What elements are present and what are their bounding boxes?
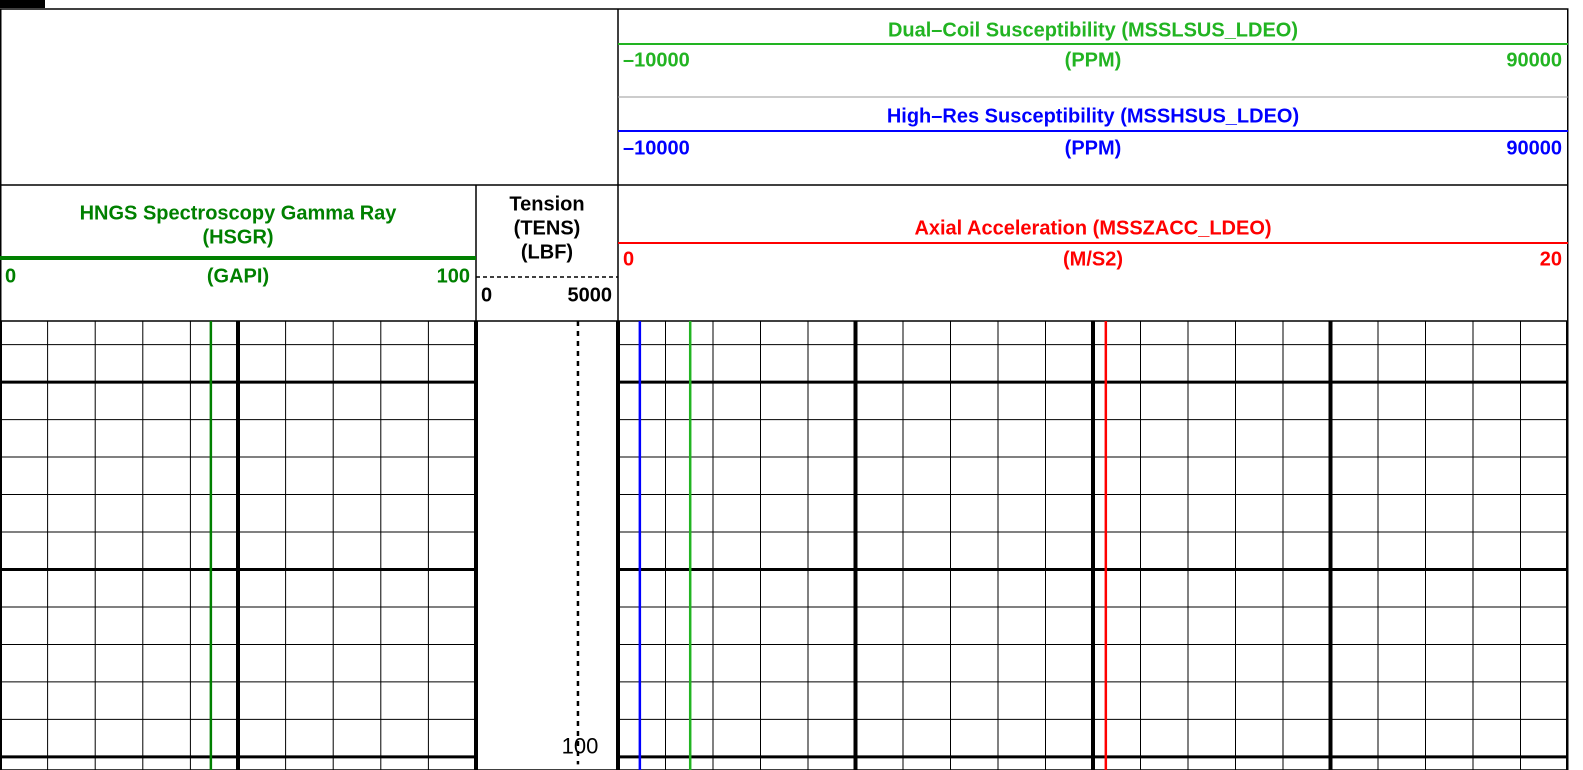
curve-title: High–Res Susceptibility (MSSHSUS_LDEO) xyxy=(887,105,1299,127)
curve-title: Tension xyxy=(509,193,584,215)
scale-max: 100 xyxy=(437,265,470,287)
scale-min: –10000 xyxy=(623,49,690,71)
curve-title: HNGS Spectroscopy Gamma Ray xyxy=(80,202,398,224)
unit: (GAPI) xyxy=(207,265,269,287)
unit: (PPM) xyxy=(1065,49,1122,71)
outer-border xyxy=(0,8,1569,770)
scale-min: 0 xyxy=(5,265,16,287)
data-area xyxy=(0,321,1568,770)
unit: (M/S2) xyxy=(1063,248,1123,270)
unit: (PPM) xyxy=(1065,137,1122,159)
scale-min: 0 xyxy=(623,248,634,270)
curve-title: Dual–Coil Susceptibility (MSSLSUS_LDEO) xyxy=(888,19,1298,41)
logo-block xyxy=(0,0,45,8)
scale-max: 90000 xyxy=(1506,49,1562,71)
curve-title: (TENS) xyxy=(514,217,581,239)
scale-min: 0 xyxy=(481,284,492,306)
scale-max: 20 xyxy=(1540,248,1562,270)
curve-title: Axial Acceleration (MSSZACC_LDEO) xyxy=(914,217,1271,239)
unit: (LBF) xyxy=(521,241,573,263)
scale-max: 90000 xyxy=(1506,137,1562,159)
curve-title: (HSGR) xyxy=(202,226,273,248)
scale-max: 5000 xyxy=(568,284,613,306)
frame xyxy=(0,8,1569,770)
scale-min: –10000 xyxy=(623,137,690,159)
depth-label: 100 xyxy=(562,734,599,759)
